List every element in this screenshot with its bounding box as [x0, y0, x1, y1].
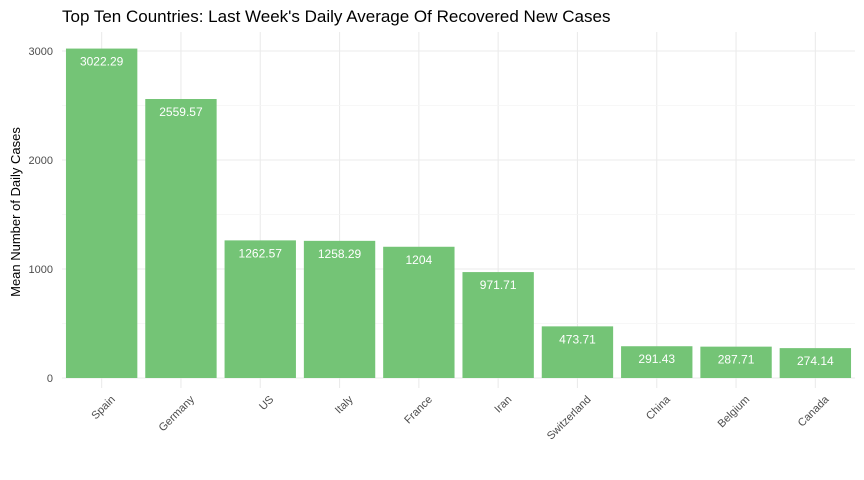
bar [700, 346, 772, 378]
data-label: 971.71 [480, 278, 517, 292]
y-tick-label: 1000 [29, 264, 53, 276]
bar [779, 348, 852, 378]
y-axis-label: Mean Number of Daily Cases [8, 127, 23, 297]
bar [462, 272, 534, 378]
data-label: 2559.57 [159, 105, 203, 119]
x-tick-label: China [644, 393, 673, 422]
data-label: 287.71 [718, 353, 755, 367]
data-label: 1258.29 [318, 247, 362, 261]
bar [224, 240, 296, 378]
data-label: 473.71 [559, 332, 596, 346]
y-axis-ticks: 0 1000 2000 3000 [29, 46, 53, 385]
x-tick-label: Switzerland [545, 394, 594, 443]
y-tick-label: 2000 [29, 155, 53, 167]
data-label: 291.43 [638, 352, 675, 366]
x-tick-label: Belgium [716, 394, 753, 431]
bars [65, 48, 852, 379]
bar [621, 346, 693, 378]
x-tick-label: Germany [157, 393, 198, 434]
x-tick-label: Italy [333, 393, 356, 416]
x-axis-ticks: Spain Germany US Italy France Iran Switzerland… [89, 393, 832, 442]
x-tick-label: Canada [796, 393, 832, 429]
y-tick-label: 3000 [29, 46, 53, 58]
data-label: 274.14 [797, 354, 834, 368]
bar [303, 240, 376, 378]
x-tick-label: France [402, 394, 435, 427]
bar [541, 326, 614, 378]
y-tick-label: 0 [47, 373, 53, 385]
chart-title: Top Ten Countries: Last Week's Daily Ave… [62, 7, 610, 26]
bar [65, 48, 138, 379]
data-label: 3022.29 [80, 55, 124, 69]
bar [383, 246, 455, 378]
data-labels: 3022.29 2559.57 1262.57 1258.29 1204 971.71 47… [80, 55, 834, 369]
data-label: 1262.57 [239, 246, 283, 260]
data-label: 1204 [405, 253, 432, 267]
x-tick-label: US [257, 394, 276, 413]
x-tick-label: Spain [89, 394, 117, 422]
x-tick-label: Iran [492, 394, 514, 416]
bar [145, 99, 217, 378]
